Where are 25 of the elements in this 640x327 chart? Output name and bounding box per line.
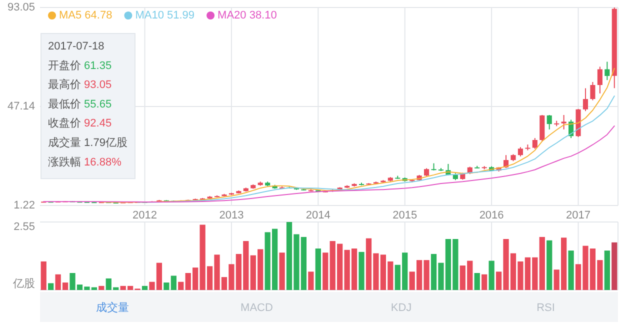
x-tick-label: 2015 <box>392 210 418 222</box>
y-tick-label: 93.05 <box>7 1 35 14</box>
text: MACD <box>240 302 273 314</box>
x-tick-label: 2017 <box>566 210 591 222</box>
annotation: 涨跌幅 16.88% <box>48 156 122 168</box>
annotation: 收盘价 92.45 <box>48 118 112 130</box>
text: 2.55 <box>14 220 35 233</box>
legend-label: MA5 64.78 <box>59 9 112 22</box>
y-axis-title: 亿股 <box>12 278 35 290</box>
y-tick-label: 1.22 <box>14 199 35 212</box>
x-tick-label: 2013 <box>219 210 244 222</box>
annotation: 最低价 55.65 <box>48 98 112 110</box>
annotation: 成交量 1.79亿股 <box>48 136 128 149</box>
x-tick-label: 2014 <box>306 210 330 222</box>
text: 成交量 <box>96 301 129 314</box>
annotation: 开盘价 61.35 <box>48 60 112 72</box>
annotation: 2017-07-18 <box>48 40 104 52</box>
legend-label: MA10 51.99 <box>135 9 195 22</box>
text: RSI <box>536 302 555 314</box>
y-tick-label: 47.14 <box>7 100 35 112</box>
legend-label: MA20 38.10 <box>218 9 277 22</box>
x-tick-label: 2012 <box>132 210 158 222</box>
text: KDJ <box>390 302 412 314</box>
x-tick-label: 2016 <box>479 210 504 222</box>
annotation: 最高价 93.05 <box>48 78 112 92</box>
